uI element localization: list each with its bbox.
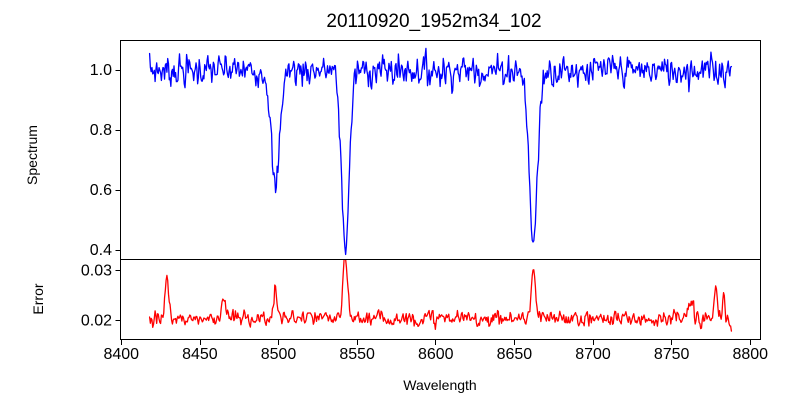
- svg-text:0.6: 0.6: [90, 182, 112, 199]
- svg-text:0.8: 0.8: [90, 122, 112, 139]
- svg-text:8650: 8650: [497, 346, 533, 363]
- svg-text:8700: 8700: [575, 346, 611, 363]
- svg-text:0.03: 0.03: [81, 263, 112, 280]
- svg-text:Error: Error: [30, 283, 46, 314]
- svg-text:Wavelength: Wavelength: [403, 377, 476, 393]
- svg-text:8750: 8750: [654, 346, 690, 363]
- svg-text:8800: 8800: [732, 346, 768, 363]
- svg-text:0.02: 0.02: [81, 313, 112, 330]
- svg-text:8500: 8500: [261, 346, 297, 363]
- svg-text:20110920_1952m34_102: 20110920_1952m34_102: [326, 11, 541, 32]
- svg-text:8450: 8450: [182, 346, 218, 363]
- svg-text:8550: 8550: [339, 346, 375, 363]
- svg-text:8400: 8400: [103, 346, 139, 363]
- svg-text:Spectrum: Spectrum: [24, 125, 40, 185]
- svg-text:1.0: 1.0: [90, 62, 112, 79]
- svg-text:0.4: 0.4: [90, 242, 112, 259]
- svg-text:8600: 8600: [418, 346, 454, 363]
